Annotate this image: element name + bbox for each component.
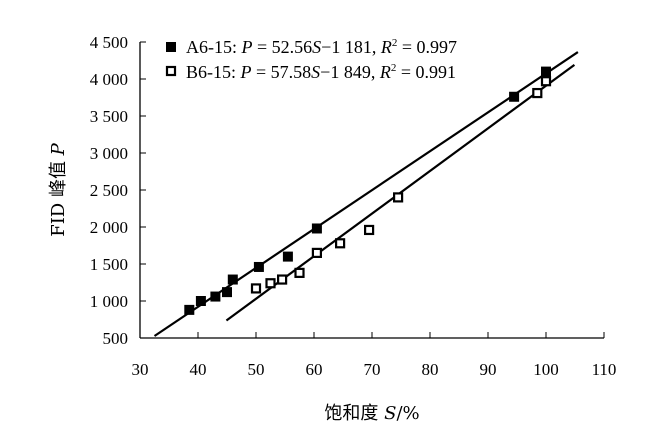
point-b6-15 <box>540 76 552 87</box>
point-b6-15 <box>250 283 262 294</box>
point-b6-15 <box>335 238 346 249</box>
legend-marker-b6-15 <box>165 65 177 77</box>
x-tick-label: 60 <box>306 360 323 379</box>
point-a6-15 <box>282 251 293 262</box>
point-a6-15 <box>253 261 264 272</box>
x-tick-label: 90 <box>480 360 497 379</box>
x-tick-label: 110 <box>592 360 617 379</box>
x-tick-label: 50 <box>248 360 265 379</box>
x-tick-label: 30 <box>132 360 149 379</box>
y-tick-label: 4 000 <box>90 70 128 89</box>
y-tick-label: 4 500 <box>90 33 128 52</box>
point-a6-15 <box>509 91 520 102</box>
point-b6-15 <box>277 274 288 285</box>
x-tick-label: 100 <box>533 360 559 379</box>
point-a6-15 <box>184 304 195 315</box>
plot-area: 500 1 000 1 500 2 000 2 500 3 000 3 500 4 000 4 … <box>90 33 617 379</box>
point-a6-15 <box>195 296 206 306</box>
point-a6-15 <box>222 287 232 298</box>
legend-marker-a6-15 <box>166 42 176 52</box>
point-b6-15 <box>311 247 322 258</box>
y-tick-label: 1 500 <box>90 255 128 274</box>
y-tick-label: 3 500 <box>90 107 128 126</box>
y-tick-label: 1 000 <box>90 292 128 311</box>
x-tick-label: 80 <box>422 360 439 379</box>
point-a6-15 <box>210 291 221 302</box>
x-axis-title: 饱和度 S/% <box>324 403 419 424</box>
legend-label-a6-15: A6-15: P = 52.56S−1 181, R2 = 0.997 <box>186 37 457 57</box>
legend-label-b6-15: B6-15: P = 57.58S−1 849, R2 = 0.991 <box>186 62 456 82</box>
y-tick-label: 2 000 <box>90 218 128 237</box>
point-a6-15 <box>311 223 322 234</box>
point-b6-15 <box>393 192 404 203</box>
point-b6-15 <box>532 87 543 99</box>
x-ticks: 30 40 50 60 70 80 90 100 110 <box>132 332 617 379</box>
y-tick-label: 3 000 <box>90 144 128 163</box>
point-b6-15 <box>294 267 305 278</box>
x-tick-label: 70 <box>364 360 381 379</box>
point-b6-15 <box>364 224 375 236</box>
y-ticks: 500 1 000 1 500 2 000 2 500 3 000 3 500 4 000 4 … <box>90 33 146 348</box>
point-a6-15 <box>227 274 238 285</box>
point-a6-15 <box>541 66 551 77</box>
y-tick-label: 500 <box>103 329 129 348</box>
legend: A6-15: P = 52.56S−1 181, R2 = 0.997 B6-1… <box>165 37 457 82</box>
data-markers <box>184 66 552 315</box>
y-tick-label: 2 500 <box>90 181 128 200</box>
x-tick-label: 40 <box>190 360 207 379</box>
y-axis-title: FID 峰值 P <box>48 142 69 236</box>
point-b6-15 <box>265 278 276 289</box>
